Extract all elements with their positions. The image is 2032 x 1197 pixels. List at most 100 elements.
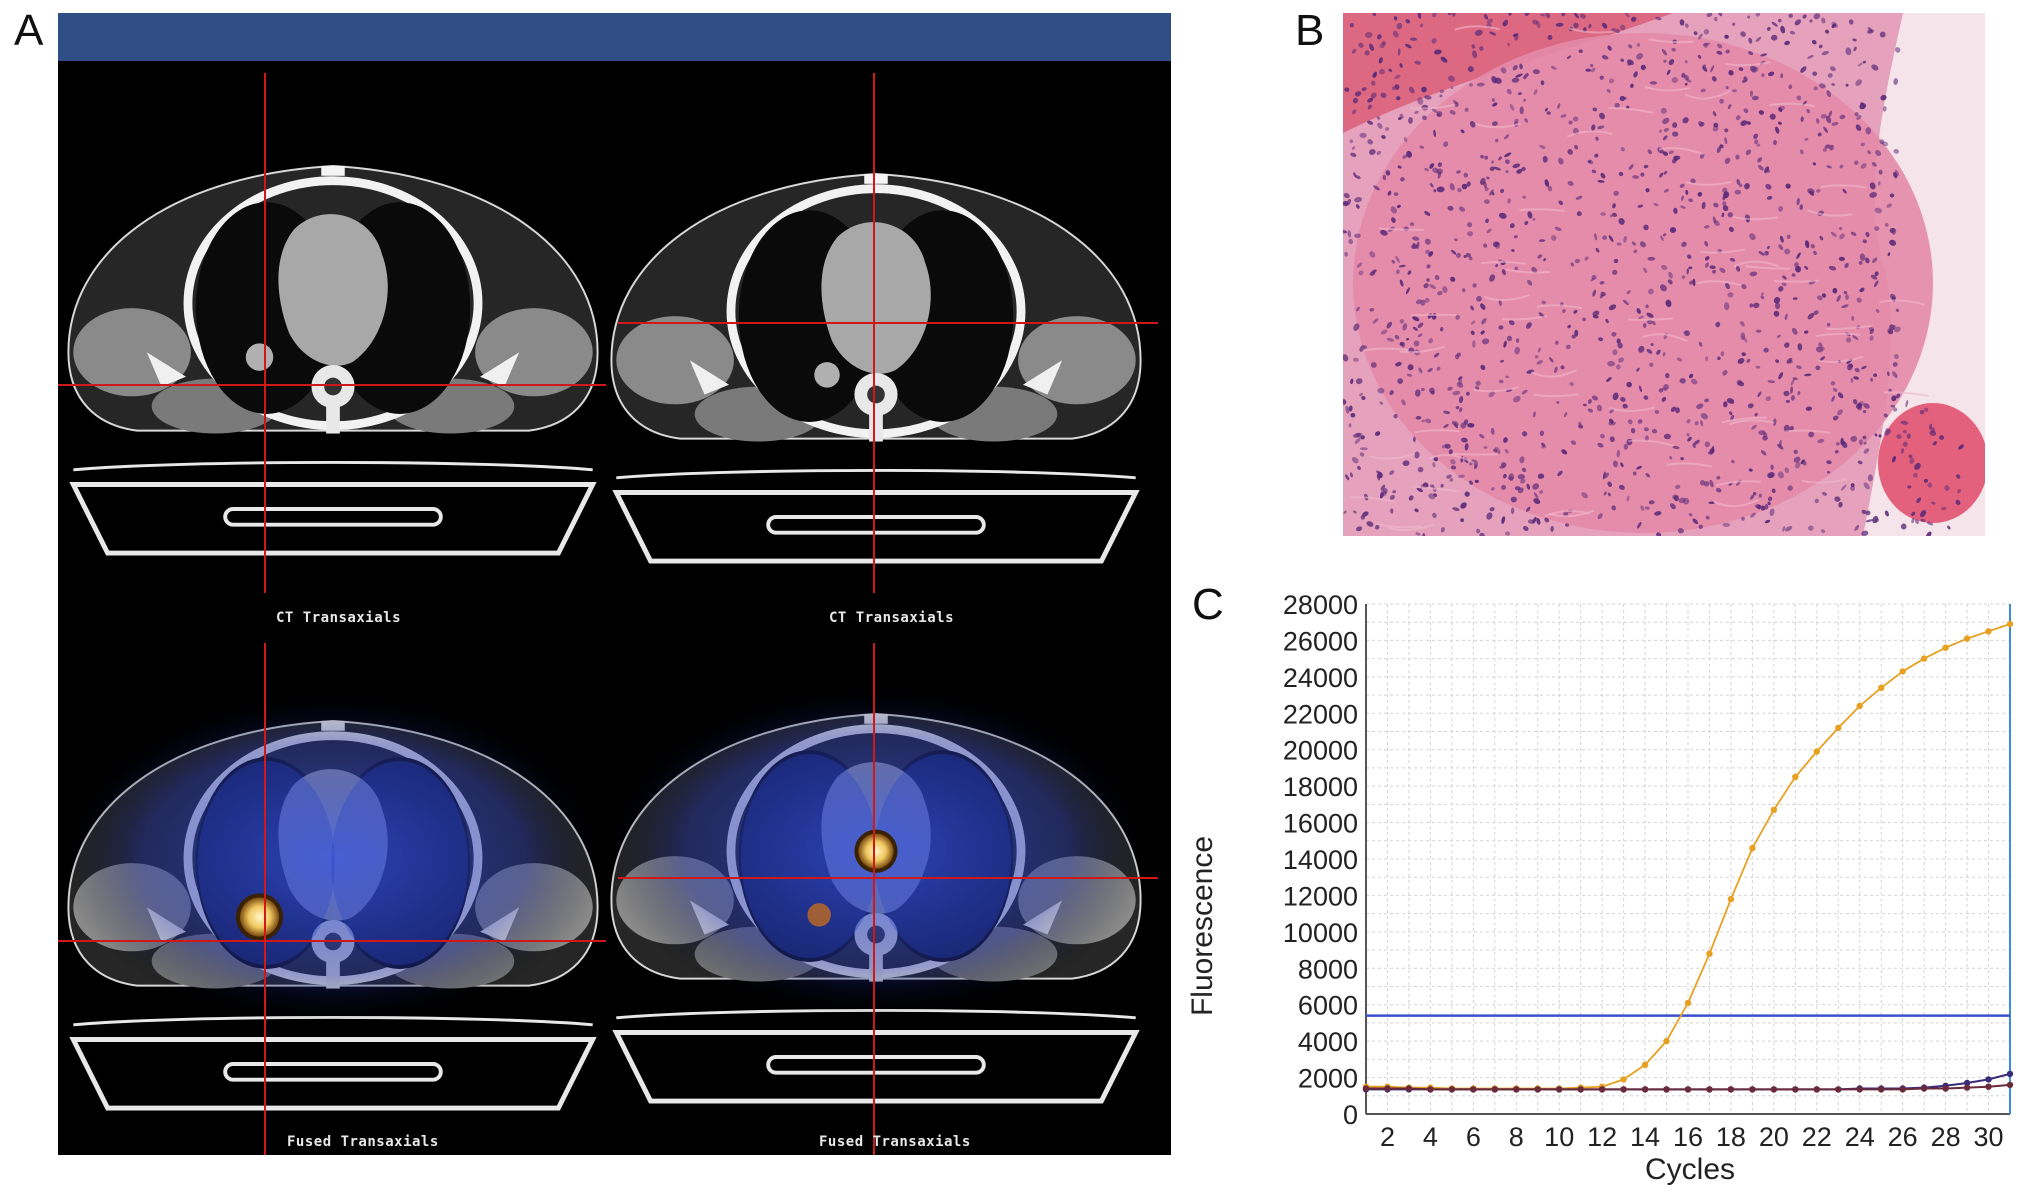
series-1-point	[1770, 806, 1778, 813]
y-tick-label: 10000	[1283, 918, 1358, 948]
series-3-point	[1684, 1086, 1692, 1093]
x-tick-label: 22	[1802, 1122, 1832, 1152]
fused-right-slice	[601, 684, 1151, 1102]
series-1-point	[1878, 684, 1885, 691]
y-tick-label: 0	[1343, 1100, 1358, 1130]
series-3-point	[1706, 1086, 1713, 1093]
series-1-point	[1985, 628, 1992, 635]
series-1-point	[1684, 999, 1692, 1007]
x-tick-label: 12	[1587, 1122, 1617, 1152]
y-axis-label: Fluorescence	[1186, 836, 1219, 1016]
y-tick-label: 26000	[1283, 626, 1358, 656]
x-tick-label: 28	[1931, 1122, 1961, 1152]
series-3-point	[1405, 1085, 1413, 1092]
y-tick-label: 4000	[1298, 1027, 1358, 1057]
series-3-point	[1556, 1086, 1563, 1093]
y-tick-label: 20000	[1283, 736, 1358, 766]
series-1-point	[2006, 620, 2014, 628]
series-3-point	[1577, 1086, 1584, 1093]
x-tick-label: 8	[1509, 1122, 1524, 1152]
series-3-point	[1749, 1086, 1756, 1093]
series-1-point	[1835, 724, 1842, 732]
series-1-point	[1663, 1037, 1670, 1045]
x-tick-label: 26	[1888, 1122, 1918, 1152]
histology-panel	[1343, 13, 1985, 536]
series-3-point	[1641, 1086, 1649, 1093]
ct-right-label: CT Transaxials	[829, 610, 955, 626]
viewer-header-bar	[58, 13, 1171, 61]
series-3-point	[1856, 1086, 1863, 1093]
series-3-point	[1448, 1086, 1456, 1093]
pet-ct-panel: CT Transaxials CT Transaxials Fused Tran…	[58, 13, 1171, 1155]
series-2-point	[1985, 1076, 1992, 1083]
series-3-point	[1513, 1086, 1520, 1093]
x-tick-label: 14	[1630, 1122, 1660, 1152]
x-tick-label: 16	[1673, 1122, 1703, 1152]
y-tick-label: 16000	[1283, 809, 1358, 839]
x-tick-label: 30	[1974, 1122, 2004, 1152]
series-3-point	[1899, 1086, 1906, 1093]
series-1-point	[1749, 844, 1756, 852]
fused-left-slice	[58, 691, 608, 1109]
series-1-point	[1792, 773, 1799, 781]
series-2-point	[1963, 1079, 1971, 1087]
amplification-chart: 0 2000 4000 6000 8000 10000 12000 14000 16000 180…	[1186, 590, 2014, 1186]
series-1-point	[1706, 950, 1713, 957]
ct-left-slice	[68, 166, 597, 553]
series-3-point	[1598, 1086, 1606, 1093]
series-3-point	[1663, 1086, 1670, 1093]
x-tick-label: 4	[1423, 1122, 1438, 1152]
series-3-point	[1942, 1085, 1949, 1092]
y-tick-label: 22000	[1283, 699, 1358, 729]
series-1-point	[1920, 655, 1928, 662]
y-tick-label: 8000	[1298, 954, 1358, 984]
series-3-point	[1792, 1086, 1799, 1093]
series-3-point	[1727, 1086, 1735, 1093]
x-axis-label: Cycles	[1645, 1153, 1735, 1186]
ct-left-label: CT Transaxials	[276, 610, 402, 626]
series-3-point	[1470, 1086, 1477, 1093]
x-tick-label: 10	[1544, 1122, 1574, 1152]
x-tick-label: 6	[1466, 1122, 1481, 1152]
series-3-point	[1362, 1085, 1370, 1092]
panel-letter-c: C	[1192, 580, 1224, 629]
y-tick-label: 12000	[1283, 881, 1358, 911]
x-tick-label: 18	[1716, 1122, 1746, 1152]
x-tick-label: 20	[1759, 1122, 1789, 1152]
he-stain-image	[1343, 13, 1985, 536]
x-tick-label: 2	[1380, 1122, 1395, 1152]
y-tick-label: 2000	[1298, 1064, 1358, 1094]
panel-letter-b: B	[1295, 6, 1325, 55]
y-tick-label: 24000	[1283, 663, 1358, 693]
series-3-point	[1427, 1086, 1434, 1093]
pet-ct-images	[58, 73, 1158, 1155]
chart-axes	[1365, 604, 2011, 1115]
series-1-point	[1963, 635, 1971, 642]
series-1-point	[1727, 895, 1735, 903]
series-3-point	[1491, 1086, 1498, 1093]
x-tick-label: 24	[1845, 1122, 1875, 1152]
panel-letter-a: A	[14, 6, 44, 55]
series-1-point	[1620, 1076, 1627, 1083]
chart-series	[1362, 620, 2014, 1093]
series-1-point	[1942, 644, 1949, 651]
series-2-point	[2006, 1070, 2014, 1078]
series-3-point	[1534, 1086, 1541, 1093]
series-3-point	[1813, 1086, 1820, 1093]
series-3-point	[1384, 1085, 1391, 1092]
series-3-point	[1878, 1086, 1885, 1093]
series-1-point	[1813, 748, 1820, 755]
chart-grid	[1365, 603, 2011, 1115]
series-3-point	[2006, 1081, 2014, 1089]
fused-left-label: Fused Transaxials	[287, 1134, 439, 1150]
series-3-point	[1920, 1085, 1928, 1092]
ct-right-slice	[611, 174, 1140, 561]
series-1-point	[1899, 668, 1906, 675]
series-3-point	[1963, 1084, 1971, 1091]
series-1-point	[1856, 702, 1863, 710]
y-tick-label: 18000	[1283, 772, 1358, 802]
y-tick-label: 14000	[1283, 845, 1358, 875]
y-tick-label: 6000	[1298, 991, 1358, 1021]
y-tick-label: 28000	[1283, 590, 1358, 620]
series-3-point	[1835, 1086, 1842, 1093]
